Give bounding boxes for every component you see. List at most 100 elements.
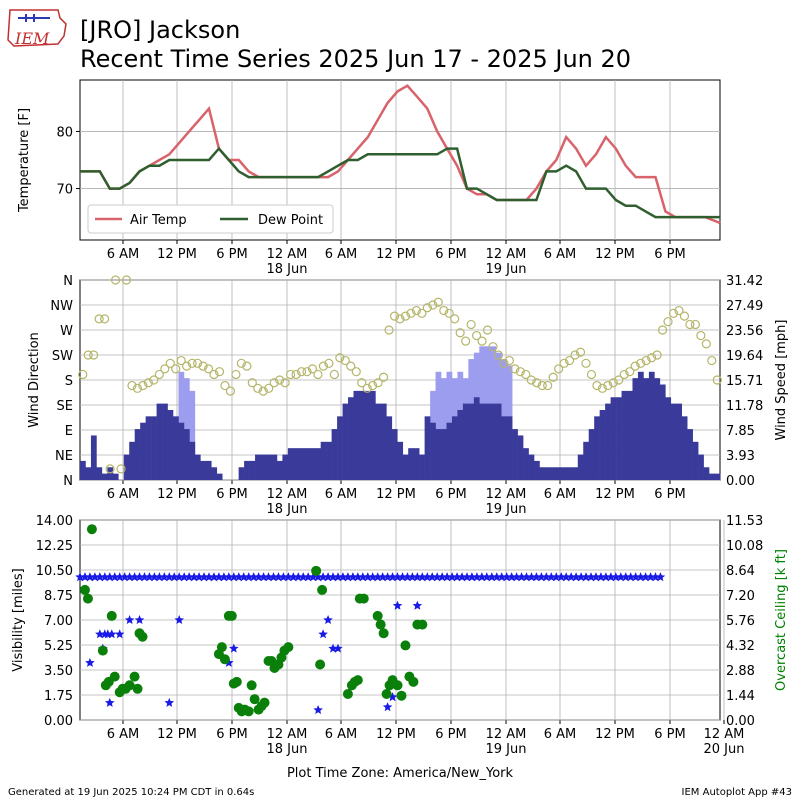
wind-speed-bar — [287, 448, 294, 480]
visibility-point — [144, 572, 155, 582]
wind-speed-bar — [249, 460, 256, 480]
wind-speed-bar — [594, 416, 600, 480]
visibility-point — [90, 572, 100, 582]
visibility-point — [333, 572, 343, 582]
wind-direction-point — [548, 372, 558, 382]
visibility-point — [253, 572, 264, 582]
visibility-point — [635, 572, 646, 582]
wind-speed-bar — [238, 467, 245, 480]
wind-speed-bar — [298, 448, 305, 480]
wind-direction-point — [357, 378, 367, 388]
wind-speed-bar — [255, 454, 261, 480]
wind-direction-point — [285, 369, 296, 380]
wind-speed-bar — [506, 416, 513, 480]
y2-tick-label: 2.88 — [726, 664, 755, 679]
air-temp-line — [80, 84, 721, 225]
visibility-point — [164, 697, 175, 707]
y2-tick-label: 8.64 — [726, 564, 755, 579]
y2-tick-label: 23.56 — [726, 324, 763, 339]
wind-speed-bar — [386, 416, 393, 480]
wind-direction-point — [231, 369, 241, 380]
y2-tick-label: 10.08 — [726, 539, 763, 554]
wind-speed-bar — [523, 448, 529, 480]
ceiling-point — [352, 675, 363, 686]
visibility-point — [591, 572, 601, 582]
visibility-point — [655, 572, 666, 582]
visibility-point — [437, 572, 447, 582]
wind-direction-point — [291, 369, 301, 380]
wind-direction-point — [253, 383, 263, 393]
x-tick-label: 12 PM — [376, 247, 416, 262]
visibility-point — [516, 572, 527, 582]
wind-direction-point — [269, 378, 279, 388]
visibility-point — [596, 572, 606, 582]
visibility-point — [313, 572, 323, 582]
ceiling-point — [417, 619, 428, 630]
wind-speed-bar — [293, 448, 300, 480]
wind-direction-point — [586, 369, 597, 380]
wind-speed-bar — [687, 429, 693, 480]
visibility-point — [422, 572, 432, 582]
visibility-point — [343, 572, 353, 582]
ceiling-ylabel: Overcast Ceiling [k ft] — [774, 549, 789, 691]
y-tick-label: NE — [55, 449, 73, 464]
wind-speed-bar — [402, 454, 409, 480]
ceiling-point — [86, 524, 97, 535]
x-tick-label: 6 PM — [654, 727, 685, 742]
visibility-point — [328, 572, 338, 582]
wind-direction-point — [570, 350, 580, 360]
wind-direction-point — [100, 314, 110, 324]
wind-speed-bar — [692, 441, 699, 480]
ceiling-point — [79, 584, 90, 595]
legend-label-air-temp: Air Temp — [130, 213, 187, 228]
wind-panel: Wind Direction Wind Speed [mph] 6 AM 12 P… — [27, 274, 789, 517]
wind-speed-bar — [665, 397, 672, 480]
visibility-point — [95, 629, 105, 639]
ceiling-point — [378, 628, 389, 639]
wind-direction-point — [296, 367, 307, 377]
x-tick-label: 12 PM — [157, 727, 197, 742]
x-tick-label: 12 PM — [157, 487, 197, 502]
visibility-point — [501, 572, 512, 582]
wind-speed-bar — [670, 403, 677, 480]
visibility-point — [209, 572, 219, 582]
visibility-point — [526, 572, 537, 582]
wind-direction-point — [351, 367, 361, 377]
wind-speed-bar — [446, 422, 453, 480]
app-footer: IEM Autoplot App #43 — [682, 787, 792, 798]
ceiling-point — [317, 584, 328, 595]
visibility-point — [107, 629, 117, 639]
visibility-point — [363, 572, 373, 582]
wind-direction-point — [663, 317, 673, 327]
y-tick-label: 12.25 — [36, 539, 73, 554]
wind-direction-point — [526, 375, 536, 385]
visibility-point — [348, 572, 358, 582]
wind-speed-bar — [140, 422, 146, 480]
iem-logo: IEM — [7, 9, 67, 48]
wind-direction-point — [537, 380, 547, 391]
wind-direction-point — [346, 361, 356, 371]
visibility-point — [611, 572, 621, 582]
y-tick-label: W — [60, 324, 73, 339]
wind-direction-point — [132, 383, 143, 393]
wind-speed-bar — [681, 416, 688, 480]
wind-direction-point — [247, 378, 257, 388]
wind-speed-bar — [80, 460, 86, 480]
wind-speed-bar — [167, 409, 174, 480]
ceiling-point — [231, 676, 242, 687]
y2-tick-label: 1.44 — [726, 689, 755, 704]
visibility-point — [368, 572, 378, 582]
x-tick-label: 6 AM — [544, 247, 577, 262]
wind-speed-bar — [271, 454, 278, 480]
visibility-point — [129, 572, 140, 582]
x-tick-label: 6 AM — [325, 487, 358, 502]
x-tick-label: 18 Jun — [267, 742, 308, 757]
visibility-point — [531, 572, 542, 582]
wind-speed-bar — [490, 403, 497, 480]
visibility-point — [541, 572, 552, 582]
visibility-point — [234, 572, 244, 582]
wind-speed-bar — [282, 454, 289, 480]
wind-speed-bar — [364, 390, 371, 480]
y2-tick-label: 7.85 — [726, 424, 755, 439]
wind-speed-bar — [714, 473, 721, 480]
